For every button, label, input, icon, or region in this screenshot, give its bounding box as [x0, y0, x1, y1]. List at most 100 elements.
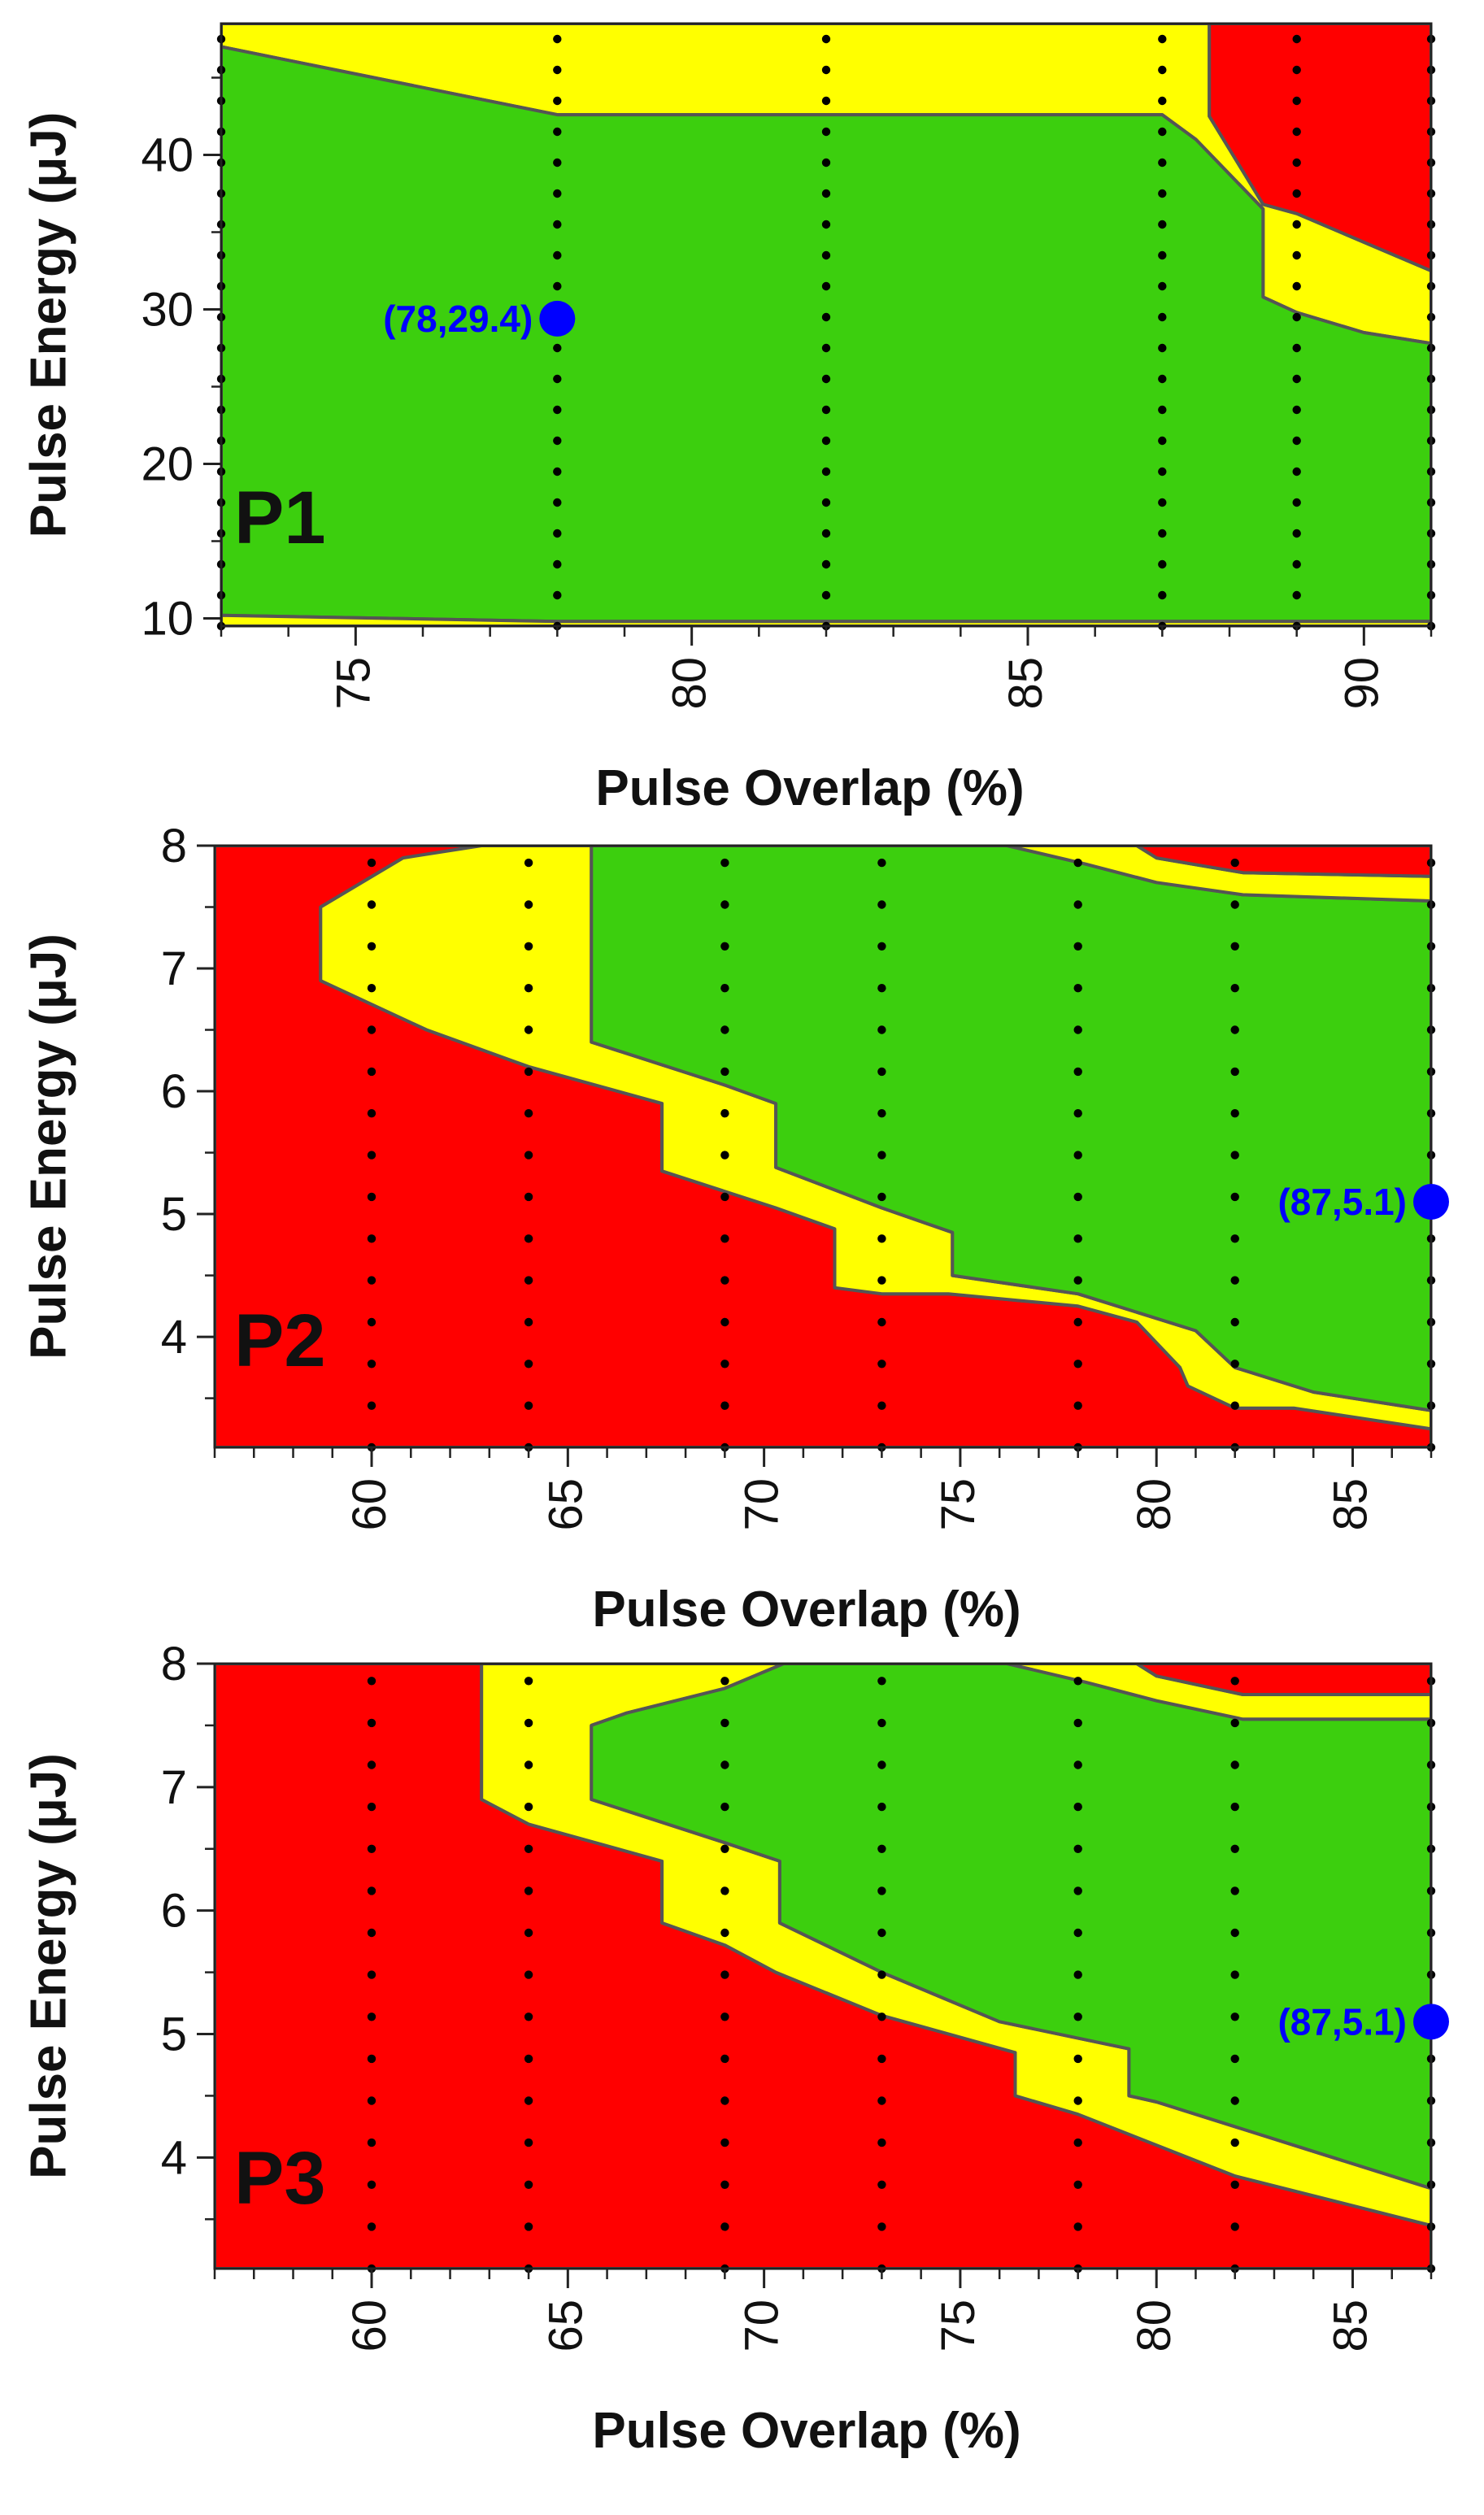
- p1-sample-dot: [821, 559, 831, 569]
- p2-sample-dot: [367, 1360, 376, 1368]
- p2-sample-dot: [877, 1025, 886, 1034]
- p2-sample-dot: [877, 858, 886, 868]
- p1-regions: [221, 24, 1431, 626]
- p3-highlight-label: (87,5.1): [1277, 2000, 1407, 2043]
- p1-sample-dot: [821, 436, 831, 446]
- p2-sample-dot: [1230, 1192, 1239, 1202]
- p3-x-tick-label: 80: [1128, 2300, 1181, 2352]
- p3-sample-dot: [720, 1970, 729, 1979]
- p3-sample-dot: [877, 1886, 886, 1895]
- p3-sample-dot: [1230, 2054, 1239, 2064]
- p2-sample-dot: [1230, 1401, 1239, 1410]
- p2-sample-dot: [367, 1067, 376, 1077]
- p1-y-tick-label: 20: [141, 438, 194, 491]
- p2-sample-dot: [367, 1109, 376, 1118]
- p1-sample-dot: [821, 281, 831, 291]
- p2-sample-dot: [1230, 900, 1239, 909]
- p3-sample-dot: [1073, 2096, 1082, 2105]
- p1-sample-dot: [1158, 436, 1167, 446]
- p2-sample-dot: [720, 858, 729, 868]
- p1-sample-dot: [1158, 220, 1167, 229]
- p1-sample-dot: [1158, 559, 1167, 569]
- p3-sample-dot: [720, 1760, 729, 1769]
- p1-sample-dot: [1158, 281, 1167, 291]
- p3-sample-dot: [367, 1718, 376, 1728]
- p1-sample-dot: [553, 250, 562, 260]
- p2-sample-dot: [1230, 1109, 1239, 1118]
- p1-highlight-marker: [539, 300, 576, 337]
- p3-sample-dot: [1230, 1760, 1239, 1769]
- p2-sample-dot: [367, 1401, 376, 1410]
- p3-x-tick-label: 70: [736, 2300, 789, 2352]
- p1-x-tick-label: 75: [327, 657, 380, 710]
- p3-y-tick-label: 4: [161, 2131, 187, 2184]
- p3-sample-dot: [877, 2222, 886, 2231]
- p3-plot-frame: [213, 1662, 1433, 2270]
- p1-sample-dot: [1158, 467, 1167, 476]
- p1-sample-dot: [1158, 189, 1167, 198]
- p1-sample-dot: [1292, 498, 1301, 507]
- p3-x-tick-label: 65: [539, 2300, 592, 2352]
- p3-sample-dot: [1073, 1677, 1082, 1686]
- p1-sample-dot: [1292, 590, 1301, 600]
- p3-sample-dot: [1230, 1677, 1239, 1686]
- p1-sample-dot: [821, 374, 831, 384]
- p3-sample-dot: [367, 1928, 376, 1938]
- p3-sample-dot: [367, 1677, 376, 1686]
- p2-sample-dot: [1230, 1360, 1239, 1368]
- p3-sample-dot: [1230, 1718, 1239, 1728]
- p3-sample-dot: [877, 1802, 886, 1812]
- p3-sample-dot: [367, 1802, 376, 1812]
- p3-sample-dots: [367, 1677, 1436, 2274]
- p3-panel-label: P3: [234, 2137, 326, 2220]
- p2-x-tick-label: 60: [343, 1478, 396, 1531]
- p2-sample-dot: [524, 1276, 533, 1285]
- p3-regions: [215, 1664, 1431, 2269]
- p2-sample-dot: [1230, 942, 1239, 951]
- p1-x-tick-label: 85: [999, 657, 1052, 710]
- p1-sample-dot: [553, 127, 562, 137]
- p1-sample-dot: [1292, 312, 1301, 322]
- p2-sample-dot: [524, 858, 533, 868]
- p2-region-red-4: [1135, 846, 1431, 878]
- p3-sample-dot: [367, 1760, 376, 1769]
- p3-sample-dot: [1073, 2054, 1082, 2064]
- p1-y-axis-label: Pulse Energy (μJ): [20, 112, 76, 538]
- p3-ticks: [197, 1662, 1433, 2288]
- p1-sample-dot: [553, 529, 562, 538]
- p2-sample-dot: [877, 1234, 886, 1243]
- p1-y-tick-label: 40: [141, 129, 194, 182]
- p1-sample-dot: [1292, 96, 1301, 106]
- p2-sample-dot: [1073, 1317, 1082, 1327]
- p2-sample-dot: [720, 1025, 729, 1034]
- p3-sample-dot: [367, 1844, 376, 1853]
- p3-sample-dot: [524, 2180, 533, 2189]
- p2-sample-dot: [367, 1276, 376, 1285]
- p1-y-tick-label: 10: [141, 593, 194, 646]
- p2-sample-dot: [524, 1317, 533, 1327]
- p3-sample-dot: [877, 2180, 886, 2189]
- p3-sample-dot: [1230, 1802, 1239, 1812]
- p1-sample-dot: [821, 405, 831, 415]
- p2-sample-dot: [1230, 1234, 1239, 1243]
- p2-sample-dot: [524, 1109, 533, 1118]
- p2-y-tick-label: 8: [161, 820, 187, 872]
- p2-sample-dot: [367, 900, 376, 909]
- p3-sample-dot: [1073, 2138, 1082, 2147]
- p1-sample-dot: [1158, 65, 1167, 75]
- p2-sample-dot: [1073, 1067, 1082, 1077]
- p3-x-tick-label: 85: [1324, 2300, 1377, 2352]
- p3-x-axis-label: Pulse Overlap (%): [592, 2403, 1021, 2459]
- p2-sample-dot: [524, 984, 533, 993]
- p2-y-tick-labels: 4 5 6 7 8: [161, 820, 187, 1364]
- p3-sample-dot: [524, 1760, 533, 1769]
- p2-x-tick-labels: 60 65 70 75 80 85: [343, 1478, 1377, 1531]
- p2-regions: [215, 846, 1431, 1447]
- p3-sample-dot: [877, 2138, 886, 2147]
- p2-ticks: [197, 844, 1433, 1467]
- p2-sample-dot: [524, 1067, 533, 1077]
- p2-sample-dot: [524, 1401, 533, 1410]
- p3-sample-dot: [1230, 1844, 1239, 1853]
- p3-sample-dot: [877, 1970, 886, 1979]
- p2-sample-dot: [524, 1360, 533, 1368]
